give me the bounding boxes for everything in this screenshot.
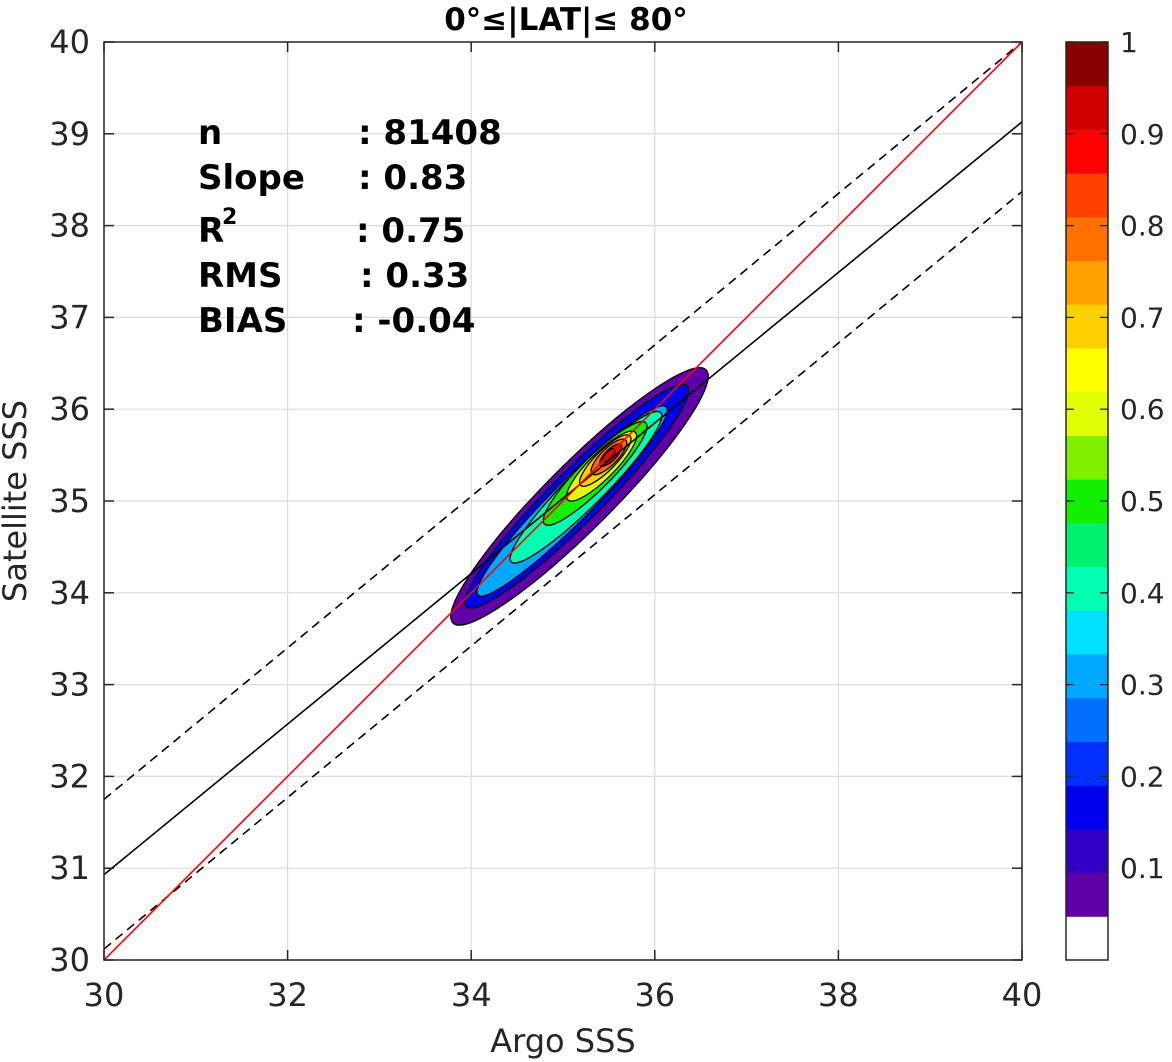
colorbar (1065, 41, 1109, 961)
chart-title: 0°≤|LAT|≤ 80° (444, 2, 688, 38)
axis-ticks (103, 41, 1023, 961)
x-tick-label: 30 (84, 976, 125, 1014)
y-tick-label: 33 (49, 666, 90, 704)
colorbar-tick-label: 0.9 (1120, 118, 1165, 151)
colorbar-segment (1066, 828, 1108, 874)
one-to-one-line (104, 42, 1022, 960)
colorbar-tick-label: 0.2 (1120, 760, 1165, 793)
colorbar-segment (1066, 129, 1108, 174)
colorbar-tick-label: 0.4 (1120, 577, 1165, 610)
x-axis-label: Argo SSS (490, 1022, 635, 1060)
colorbar-segment (1066, 785, 1108, 830)
y-tick-label: 34 (49, 574, 90, 612)
colorbar-tick-label: 0.6 (1120, 393, 1165, 426)
stat-rms-value: : 0.33 (360, 256, 469, 296)
y-tick-labels: 30 31 32 33 34 35 36 37 38 39 40 (49, 23, 90, 979)
colorbar-segment (1066, 304, 1108, 349)
regression-lines (104, 42, 1022, 960)
stat-bias-label: BIAS (198, 301, 287, 341)
stat-bias-value: : -0.04 (352, 301, 475, 341)
x-tick-label: 38 (818, 976, 859, 1014)
colorbar-tick-label: 0.7 (1120, 301, 1165, 334)
y-tick-label: 40 (49, 23, 90, 61)
y-tick-label: 37 (49, 298, 90, 336)
stat-slope-value: : 0.83 (358, 158, 467, 198)
colorbar-segment (1066, 42, 1108, 87)
colorbar-segment (1066, 173, 1108, 218)
colorbar-segment (1066, 391, 1108, 436)
upper-bound-line (104, 42, 1022, 800)
stat-slope-label: Slope (198, 158, 305, 198)
x-tick-label: 34 (451, 976, 492, 1014)
stat-n-value: : 81408 (358, 113, 502, 153)
colorbar-segment (1066, 566, 1108, 611)
y-tick-label: 31 (49, 849, 90, 887)
y-tick-label: 36 (49, 390, 90, 428)
colorbar-segment (1066, 216, 1108, 262)
stat-rms-label: RMS (198, 256, 283, 296)
stat-n-label: n (198, 113, 222, 153)
colorbar-segment (1066, 348, 1108, 393)
colorbar-tick-labels: 0.1 0.2 0.3 0.4 0.5 0.6 0.7 0.8 0.9 1 (1120, 26, 1165, 885)
colorbar-tick-label: 0.8 (1120, 210, 1165, 243)
y-axis-label: Satellite SSS (0, 400, 34, 602)
stats-box: n : 81408 Slope : 0.83 R 2 : 0.75 RMS : … (198, 113, 502, 341)
stat-r2-value: : 0.75 (356, 211, 465, 251)
colorbar-segment (1066, 872, 1108, 917)
colorbar-segment (1066, 697, 1108, 742)
y-tick-label: 38 (49, 207, 90, 245)
colorbar-segment (1066, 435, 1108, 480)
colorbar-segment (1066, 610, 1108, 655)
fit-line (104, 121, 1022, 876)
grid-lines (103, 41, 1023, 961)
y-tick-label: 35 (49, 482, 90, 520)
colorbar-segment (1066, 85, 1108, 130)
colorbar-tick-label: 1 (1120, 26, 1138, 59)
colorbar-segment (1066, 260, 1108, 305)
y-tick-label: 39 (49, 115, 90, 153)
colorbar-tick-label: 0.1 (1120, 852, 1165, 885)
stat-r2-superscript: 2 (222, 205, 237, 230)
colorbar-segment (1066, 741, 1108, 786)
colorbar-ticks (1066, 41, 1108, 869)
x-tick-label: 40 (1002, 976, 1043, 1014)
lower-bound-line (104, 191, 1022, 950)
colorbar-tick-label: 0.3 (1120, 669, 1165, 702)
colorbar-segment (1066, 654, 1108, 699)
x-tick-label: 36 (634, 976, 675, 1014)
stat-r2-label: R (198, 211, 224, 251)
x-tick-label: 32 (267, 976, 308, 1014)
colorbar-segment (1066, 522, 1108, 568)
colorbar-segment (1066, 916, 1108, 961)
x-tick-labels: 30 32 34 36 38 40 (84, 976, 1043, 1014)
y-tick-label: 32 (49, 757, 90, 795)
colorbar-tick-label: 0.5 (1120, 485, 1165, 518)
y-tick-label: 30 (49, 941, 90, 979)
